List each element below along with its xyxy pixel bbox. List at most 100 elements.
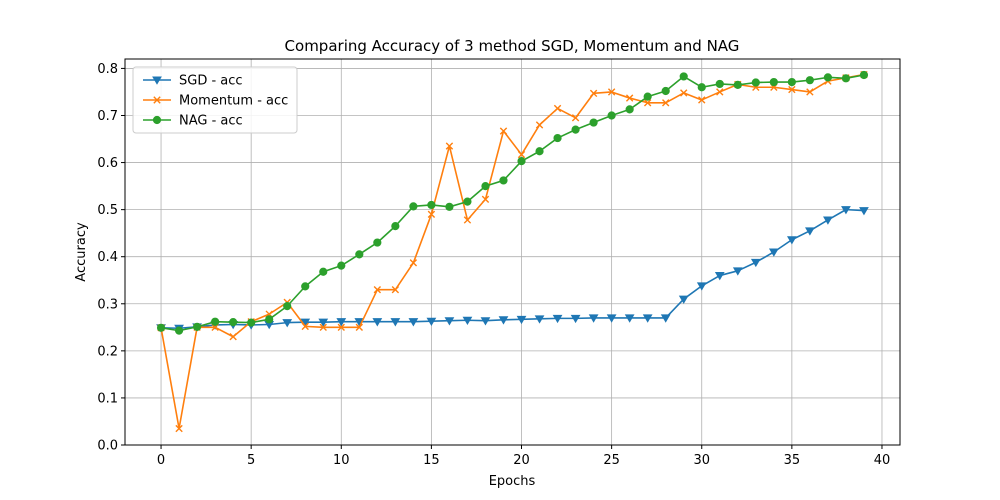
data-point [787, 77, 796, 87]
data-point [606, 314, 617, 323]
data-point [805, 227, 815, 236]
data-point [662, 99, 670, 107]
data-point [427, 210, 436, 219]
series-line [161, 208, 864, 330]
marker-stroke [589, 89, 598, 98]
data-point [265, 315, 274, 324]
marker-stroke [229, 333, 237, 341]
data-point [589, 89, 598, 98]
series-line [160, 74, 865, 332]
chart-title: Comparing Accuracy of 3 method SGD, Mome… [285, 37, 740, 55]
data-point [463, 216, 472, 224]
data-point [679, 72, 688, 81]
series-momentum-acc [157, 70, 868, 433]
marker-stroke [643, 99, 652, 107]
data-point [768, 248, 779, 257]
data-point [805, 76, 814, 85]
data-point [355, 323, 363, 332]
data-point [841, 206, 851, 215]
data-point [462, 316, 473, 326]
data-point [571, 125, 580, 134]
x-tick-label: 40 [874, 453, 891, 468]
data-point [697, 83, 706, 92]
y-tick-label: 0.5 [97, 203, 118, 218]
data-point [552, 314, 563, 324]
data-point [174, 326, 184, 335]
data-point [733, 80, 742, 89]
x-tick-label: 15 [423, 453, 440, 468]
y-axis-label: Accuracy [74, 222, 89, 282]
data-point [156, 323, 166, 332]
plot-frame [124, 58, 901, 446]
y-tick-label: 0.1 [97, 391, 118, 406]
data-point [660, 314, 671, 323]
marker-stroke [211, 323, 219, 332]
data-point [788, 85, 796, 94]
data-point [301, 282, 310, 291]
data-point [715, 79, 724, 89]
data-point [499, 127, 508, 135]
series-line [160, 73, 865, 430]
data-point [247, 318, 256, 327]
data-point [714, 272, 725, 281]
legend-label: SGD - acc [179, 74, 243, 89]
data-point [372, 318, 383, 327]
marker-stroke [535, 121, 544, 129]
series-layer [156, 70, 869, 433]
data-point [391, 285, 400, 294]
data-point [751, 78, 760, 87]
data-point [841, 74, 851, 83]
marker-stroke [373, 285, 382, 294]
x-tick-label: 35 [784, 453, 801, 468]
marker-stroke [571, 114, 580, 122]
data-point [696, 282, 707, 291]
y-tick-label: 0.8 [97, 62, 118, 77]
data-point [373, 285, 382, 294]
data-point [517, 150, 526, 159]
data-point [570, 314, 581, 324]
data-point [516, 315, 527, 325]
legend-box [132, 66, 298, 134]
marker-stroke [806, 88, 814, 96]
data-point [732, 267, 743, 276]
data-point [498, 316, 509, 325]
data-point [553, 104, 562, 113]
data-point [625, 94, 634, 102]
data-point [481, 195, 490, 203]
legend-item: SGD - acc [143, 74, 243, 89]
data-point [211, 317, 220, 326]
legend-marker [152, 76, 162, 85]
legend: SGD - acc Momentum - acc NAG - acc [132, 66, 298, 134]
marker-stroke [153, 96, 161, 104]
data-point [535, 147, 544, 156]
data-point [480, 317, 491, 326]
data-point [678, 295, 689, 304]
data-point [211, 323, 219, 332]
x-tick-label: 10 [333, 453, 350, 468]
data-point [589, 118, 598, 127]
data-point [859, 207, 869, 216]
data-point [643, 99, 652, 107]
data-point [229, 333, 237, 341]
data-point [534, 315, 545, 324]
data-point [535, 121, 544, 129]
data-point [409, 259, 418, 267]
data-point [336, 318, 347, 327]
data-point [463, 197, 472, 206]
marker-stroke [463, 216, 472, 224]
data-point [408, 318, 419, 327]
x-tick-label: 25 [603, 453, 620, 468]
legend-item: NAG - acc [143, 114, 243, 129]
marker-stroke [662, 99, 670, 107]
data-point [642, 314, 653, 323]
data-point [680, 89, 688, 97]
data-point [553, 133, 562, 143]
marker-stroke [553, 104, 562, 113]
data-point [607, 111, 616, 120]
marker-stroke [355, 323, 363, 332]
data-point [643, 92, 652, 101]
marker-stroke [427, 210, 436, 219]
y-tick-label: 0.7 [97, 109, 118, 124]
data-point [769, 77, 778, 87]
marker-stroke [391, 285, 400, 294]
